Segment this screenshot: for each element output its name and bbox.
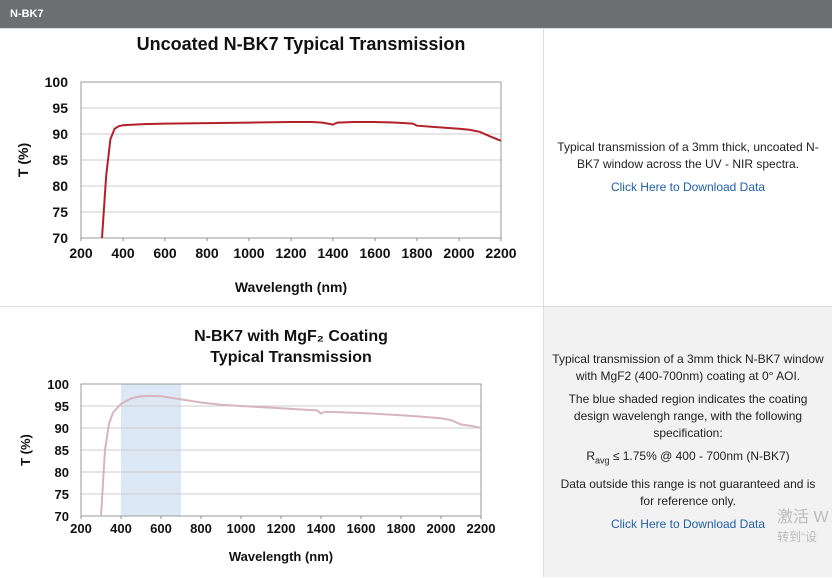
watermark: 转到“设 xyxy=(777,530,817,544)
x-tick-label: 1200 xyxy=(275,245,306,261)
x-tick-label: 2000 xyxy=(427,521,456,536)
y-tick-label: 90 xyxy=(52,126,68,142)
description: Typical transmission of a 3mm thick N-BK… xyxy=(552,352,824,384)
y-tick-label: 75 xyxy=(55,487,69,502)
x-tick-label: 1400 xyxy=(307,521,336,536)
y-tick-label: 70 xyxy=(52,230,68,246)
plot-frame xyxy=(80,383,482,517)
y-tick-label: 75 xyxy=(52,204,68,220)
description: The blue shaded region indicates the coa… xyxy=(568,392,808,441)
x-tick-label: 2000 xyxy=(443,245,474,261)
y-tick-label: 70 xyxy=(55,509,69,524)
x-tick-label: 800 xyxy=(190,521,212,536)
x-tick-label: 1600 xyxy=(347,521,376,536)
watermark: 激活 W xyxy=(777,509,829,526)
chart: N-BK7 with MgF₂ Coating Typical Transmiss… xyxy=(18,328,496,564)
x-tick-label: 400 xyxy=(111,245,135,261)
download-link[interactable]: Click Here to Download Data xyxy=(610,180,766,194)
y-tick-label: 85 xyxy=(55,443,69,458)
y-tick-label: 80 xyxy=(55,465,69,480)
chart-title: Uncoated N-BK7 Typical Transmission xyxy=(137,34,466,54)
y-tick-label: 100 xyxy=(47,377,69,392)
row: Uncoated N-BK7 Typical Transmission 70 75 8… xyxy=(0,28,832,306)
y-tick-label: 95 xyxy=(52,100,68,116)
x-tick-label: 600 xyxy=(150,521,172,536)
y-tick-label: 85 xyxy=(52,152,68,168)
spec-text: ≤ 1.75% @ 400 - 700nm (N-BK7) xyxy=(609,449,790,464)
specification: Ravg ≤ 1.75% @ 400 - 700nm (N-BK7) xyxy=(586,448,789,469)
plot-frame xyxy=(80,81,502,239)
description: Typical transmission of a 3mm thick, unc… xyxy=(557,140,819,171)
transmission-line xyxy=(101,121,502,239)
x-tick-label: 800 xyxy=(195,245,219,261)
y-tick-label: 100 xyxy=(45,74,69,90)
description-panel: Typical transmission of a 3mm thick, unc… xyxy=(543,29,832,306)
x-tick-label: 2200 xyxy=(485,245,516,261)
chart-title: N-BK7 with MgF₂ Coating xyxy=(194,328,388,345)
x-tick-label: 2200 xyxy=(467,521,496,536)
x-tick-label: 400 xyxy=(110,521,132,536)
description-panel: Typical transmission of a 3mm thick N-BK… xyxy=(543,307,832,577)
x-tick-label: 1800 xyxy=(401,245,432,261)
note: Data outside this range is not guarantee… xyxy=(560,476,816,508)
y-tick-label: 80 xyxy=(52,178,68,194)
transmission-line xyxy=(100,394,482,517)
x-tick-label: 200 xyxy=(69,245,93,261)
x-tick-label: 600 xyxy=(153,245,177,261)
download-link[interactable]: Click Here to Download Data xyxy=(610,516,766,531)
x-tick-label: 1800 xyxy=(387,521,416,536)
x-tick-label: 1000 xyxy=(233,245,264,261)
y-tick-label: 95 xyxy=(55,399,69,414)
x-tick-label: 1000 xyxy=(227,521,256,536)
chart-title: Typical Transmission xyxy=(210,349,372,366)
spec-subscript: avg xyxy=(594,455,610,466)
spec-symbol: R xyxy=(586,449,595,464)
x-tick-label: 1200 xyxy=(267,521,296,536)
x-tick-label: 200 xyxy=(70,521,92,536)
chart: Uncoated N-BK7 Typical Transmission 70 75 8… xyxy=(15,34,517,295)
row: N-BK7 with MgF₂ Coating Typical Transmiss… xyxy=(0,306,832,577)
x-axis-label: Wavelength (nm) xyxy=(229,549,333,564)
y-axis-label: T (%) xyxy=(15,143,31,177)
x-tick-label: 1400 xyxy=(317,245,348,261)
x-tick-label: 1600 xyxy=(359,245,390,261)
y-tick-label: 90 xyxy=(55,421,69,436)
y-axis-label: T (%) xyxy=(18,434,33,466)
section-header: N-BK7 xyxy=(0,0,832,28)
x-axis-label: Wavelength (nm) xyxy=(235,279,347,295)
